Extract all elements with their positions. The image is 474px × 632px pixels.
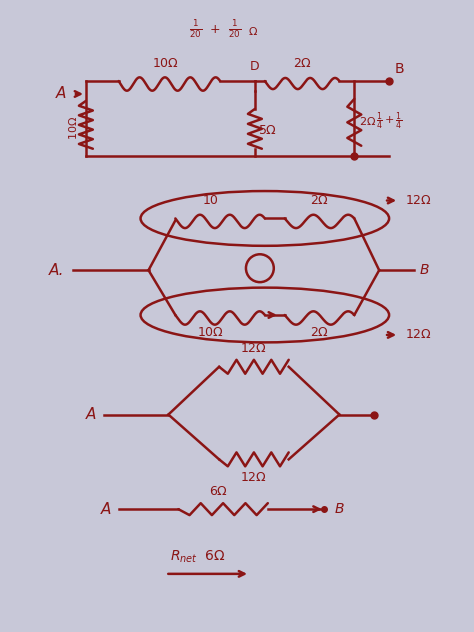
Text: $R_{net}$  $6\Omega$: $R_{net}$ $6\Omega$ (170, 549, 226, 565)
Text: $\frac{1}{4}+\frac{1}{4}$: $\frac{1}{4}+\frac{1}{4}$ (375, 110, 402, 131)
Text: $10\Omega$: $10\Omega$ (152, 57, 179, 70)
Text: $2\Omega$: $2\Omega$ (293, 57, 312, 70)
Text: $2\Omega$: $2\Omega$ (359, 115, 376, 127)
Text: A: A (86, 407, 96, 422)
Text: D: D (250, 59, 260, 73)
Text: $12\Omega$: $12\Omega$ (405, 194, 432, 207)
Text: $6\Omega$: $6\Omega$ (209, 485, 228, 498)
Text: A: A (56, 87, 66, 102)
Text: A.: A. (48, 263, 64, 277)
Text: $2\Omega$: $2\Omega$ (310, 194, 329, 207)
Text: $2\Omega$: $2\Omega$ (310, 326, 329, 339)
Text: B: B (335, 502, 344, 516)
Text: A: A (100, 502, 111, 516)
Text: $\Omega$: $\Omega$ (248, 25, 258, 37)
Text: $12\Omega$: $12\Omega$ (240, 471, 267, 483)
Text: B: B (394, 62, 404, 76)
Text: $10\Omega$: $10\Omega$ (197, 326, 224, 339)
Text: $12\Omega$: $12\Omega$ (405, 329, 432, 341)
Text: +: + (210, 23, 220, 36)
Text: $\frac{1}{20}$: $\frac{1}{20}$ (189, 18, 202, 40)
Text: B: B (419, 263, 428, 277)
Text: $12\Omega$: $12\Omega$ (240, 343, 267, 355)
Text: $\frac{1}{20}$: $\frac{1}{20}$ (228, 18, 242, 40)
Text: $10\Omega$: $10\Omega$ (67, 116, 79, 140)
Text: $5\Omega$: $5\Omega$ (258, 125, 277, 137)
Text: 10: 10 (202, 194, 218, 207)
